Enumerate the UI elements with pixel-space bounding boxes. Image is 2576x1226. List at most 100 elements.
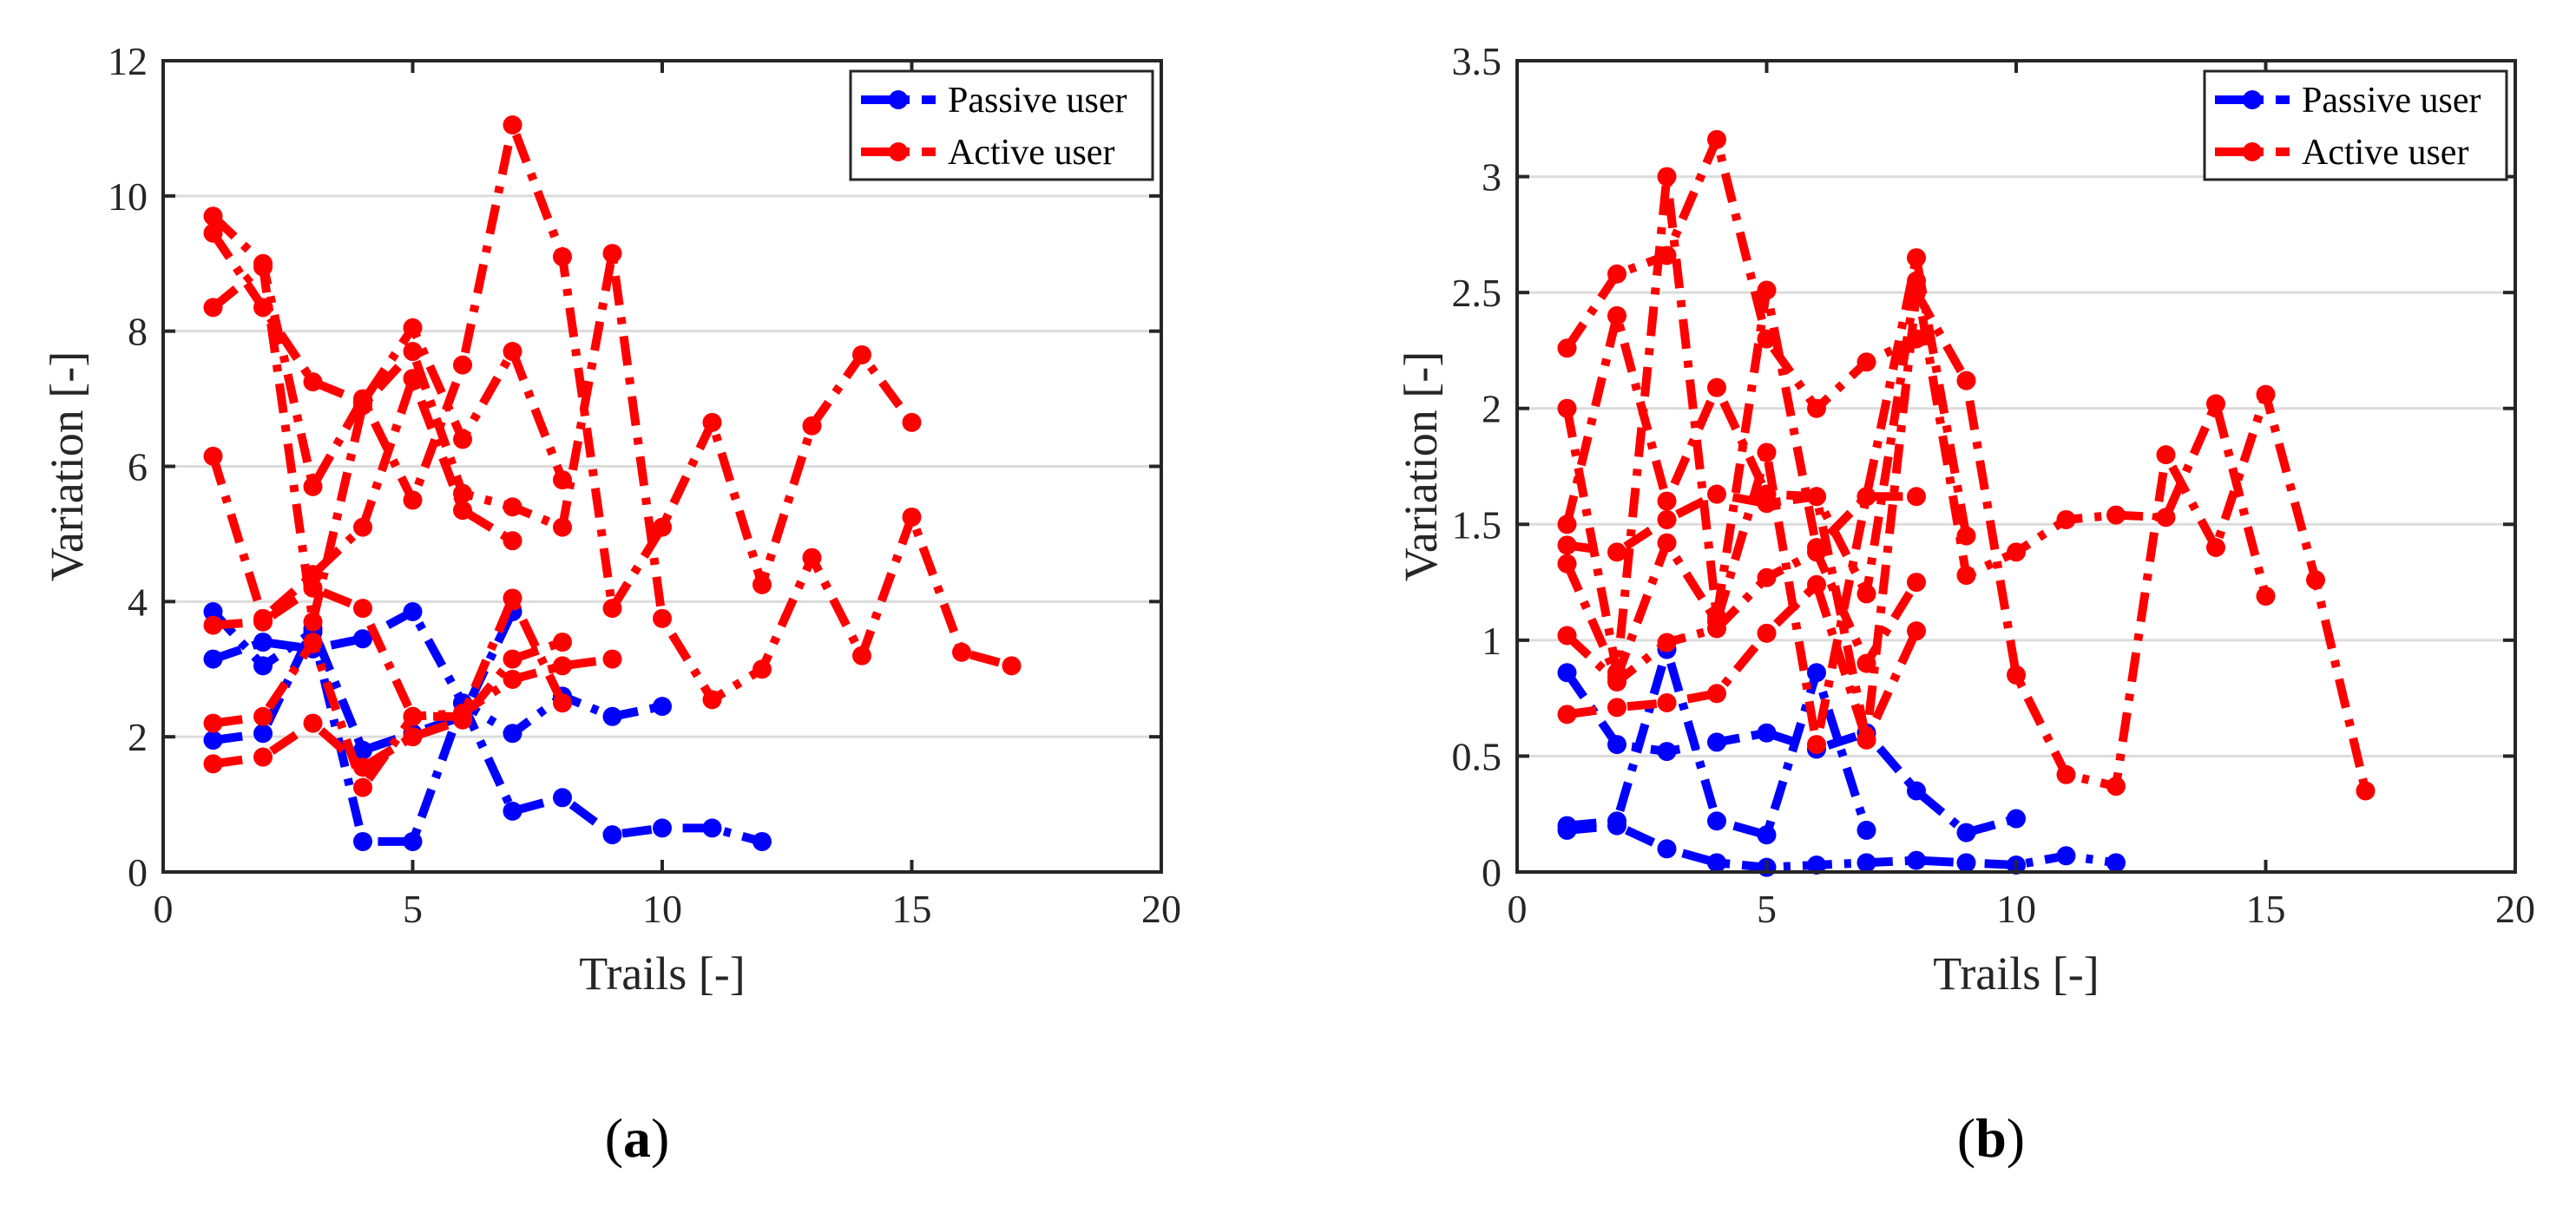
panel-b-series-0-point-4: [1757, 723, 1777, 743]
panel-b-series-2: [1557, 816, 2126, 877]
panel-b-series-7-point-4: [1757, 443, 1777, 462]
panel-a-ytick-label-5: 10: [108, 174, 148, 219]
panel-a-grid: [163, 194, 1161, 738]
panel-a-series-7-point-6: [503, 588, 522, 608]
panel-a-xlabel: Trails [-]: [579, 947, 746, 1000]
panel-a-legend-label-1: Active user: [948, 133, 1114, 173]
panel-a-series-5-point-15: [952, 642, 971, 662]
panel-a-series-5-point-1: [253, 257, 273, 277]
panel-a-series: [203, 115, 1022, 851]
panel-a-series-5-point-4: [403, 342, 423, 362]
panel-b-series-3-point-6: [1856, 352, 1876, 372]
panel-b-series-4-point-4: [1757, 280, 1777, 300]
panel-b-series-9-point-6: [1856, 730, 1876, 750]
panel-b-ytick-label-3: 1.5: [1452, 502, 1502, 547]
panel-a-series-4-point-2: [303, 372, 323, 392]
panel-b-ticks: 0 5 10 15 20 0 0.5 1 1.5 2 2.5 3 3.5: [1452, 39, 2536, 931]
chart-panel-b: 0 5 10 15 20 0 0.5 1 1.5 2 2.5 3 3.5 Trails [-] Variat…: [1395, 39, 2536, 1000]
panel-a-series-7-point-1: [253, 612, 273, 632]
panel-b-series-6-point-12: [2156, 508, 2176, 528]
panel-b-series-6-point-7: [1907, 271, 1926, 291]
panel-a-xtick-label-4: 20: [1141, 887, 1181, 931]
panel-b-series-6-point-11: [2106, 505, 2126, 525]
panel-a-legend-label-0: Passive user: [948, 81, 1127, 121]
panel-b-series-5-point-0: [1557, 515, 1577, 534]
panel-a-series-8-point-4: [403, 706, 423, 726]
panel-b-legend-label-0: Passive user: [2302, 81, 2481, 121]
panel-b-legend-swatch-marker-0: [2243, 90, 2262, 109]
panel-a-series-3-point-5: [453, 355, 472, 375]
panel-a-series-4-point-0: [203, 223, 223, 243]
panel-a-series-3-point-11: [752, 574, 772, 594]
panel-a-series-1-point-0: [203, 602, 223, 622]
panel-b-series-4-point-0: [1557, 398, 1577, 418]
panel-b-series-6-point-1: [1607, 542, 1626, 562]
panel-a-ylabel: Variation [-]: [41, 351, 93, 581]
panel-a-ytick-label-0: 0: [128, 850, 148, 895]
panel-b-series-5-point-13: [2206, 538, 2225, 557]
panel-a-series-5-point-9: [653, 608, 672, 628]
chart-panel-a: 0 5 10 15 20 0 2 4 6 8 10 12 Trails [-] Variation [-]…: [41, 39, 1181, 1000]
caption-b: (b): [1956, 1107, 2026, 1169]
panel-b-series-7-line: [1562, 448, 1916, 750]
panel-b-series-1-point-4: [1757, 825, 1777, 845]
panel-a-series-5-point-13: [852, 646, 871, 665]
panel-b-series-7-point-2: [1657, 533, 1677, 553]
panel-a-series-0-point-4: [403, 602, 423, 622]
panel-b-series-1-point-3: [1707, 811, 1726, 831]
panel-a-series-2-point-0: [203, 731, 223, 751]
panel-b-series-6-point-4: [1757, 494, 1777, 514]
panel-b-series-9-point-2: [1657, 692, 1677, 712]
panel-b-series-7-point-0: [1557, 554, 1577, 574]
panel-a-ytick-label-3: 6: [128, 445, 148, 489]
panel-a-series-6-point-6: [503, 531, 522, 551]
panel-b-ytick-label-0: 0: [1482, 850, 1502, 895]
panel-b-series-8-point-5: [1807, 542, 1826, 562]
panel-a-series-0-point-3: [353, 629, 372, 649]
panel-a-ticks: 0 5 10 15 20 0 2 4 6 8 10 12: [108, 39, 1181, 931]
panel-a-series-5-point-10: [702, 690, 722, 710]
panel-b-series-8: [1557, 542, 1926, 692]
panel-b-series-0-point-2: [1657, 742, 1677, 762]
panel-a-series-5-point-0: [203, 298, 223, 318]
panel-a-series-5-point-11: [752, 659, 772, 679]
panel-a-series-2-point-3: [353, 740, 372, 760]
panel-b-ylabel: Variation [-]: [1395, 351, 1447, 581]
panel-b-series-1-point-5: [1807, 663, 1826, 683]
panel-a-ytick-label-2: 4: [128, 580, 148, 624]
panel-b-ytick-label-5: 2.5: [1452, 271, 1502, 315]
panel-b-series-4-point-7: [1907, 248, 1926, 268]
panel-a-series-5-point-16: [1002, 656, 1022, 676]
panel-a-series-1-point-8: [602, 825, 622, 845]
panel-b-series-2-point-8: [1956, 853, 1976, 873]
panel-b-series-2-point-0: [1557, 820, 1577, 840]
panel-a-series-1-point-6: [503, 801, 522, 821]
panel-a-series-8-point-0: [203, 713, 223, 733]
panel-a-series-9-point-7: [553, 633, 572, 652]
panel-b-series-9-point-1: [1607, 698, 1626, 718]
panel-a-series-5-point-8: [602, 244, 622, 264]
panel-b-series-9-point-3: [1707, 684, 1726, 704]
panel-a-series-3-point-0: [203, 207, 223, 226]
panel-b-legend-swatch-marker-1: [2243, 142, 2262, 161]
panel-a-series-5-point-6: [503, 497, 522, 517]
panel-b-series-1-point-6: [1856, 820, 1876, 840]
panel-a-series-0-point-1: [253, 633, 273, 652]
panel-b-series-6-point-8: [1956, 566, 1976, 586]
panel-b-series-8-point-0: [1557, 626, 1577, 646]
panel-b-series-9-point-4: [1757, 623, 1777, 643]
panel-a-series-9-point-4: [403, 727, 423, 747]
panel-b-series-9-point-5: [1807, 574, 1826, 594]
panel-a-xtick-label-1: 5: [403, 887, 423, 931]
panel-b-series-6-point-6: [1856, 584, 1876, 604]
panel-a-series-6-point-2: [303, 565, 323, 585]
panel-b-xtick-label-4: 20: [2495, 887, 2535, 931]
panel-a-series-3-point-4: [403, 490, 423, 510]
panel-b-series-6-point-10: [2056, 509, 2076, 529]
panel-b-xtick-label-2: 10: [1996, 887, 2036, 931]
panel-a-series-1-point-7: [553, 788, 572, 808]
panel-a-series-0-point-9: [653, 697, 672, 717]
panel-a-series-5: [203, 244, 1022, 710]
panel-a-series-5-point-14: [902, 507, 922, 527]
